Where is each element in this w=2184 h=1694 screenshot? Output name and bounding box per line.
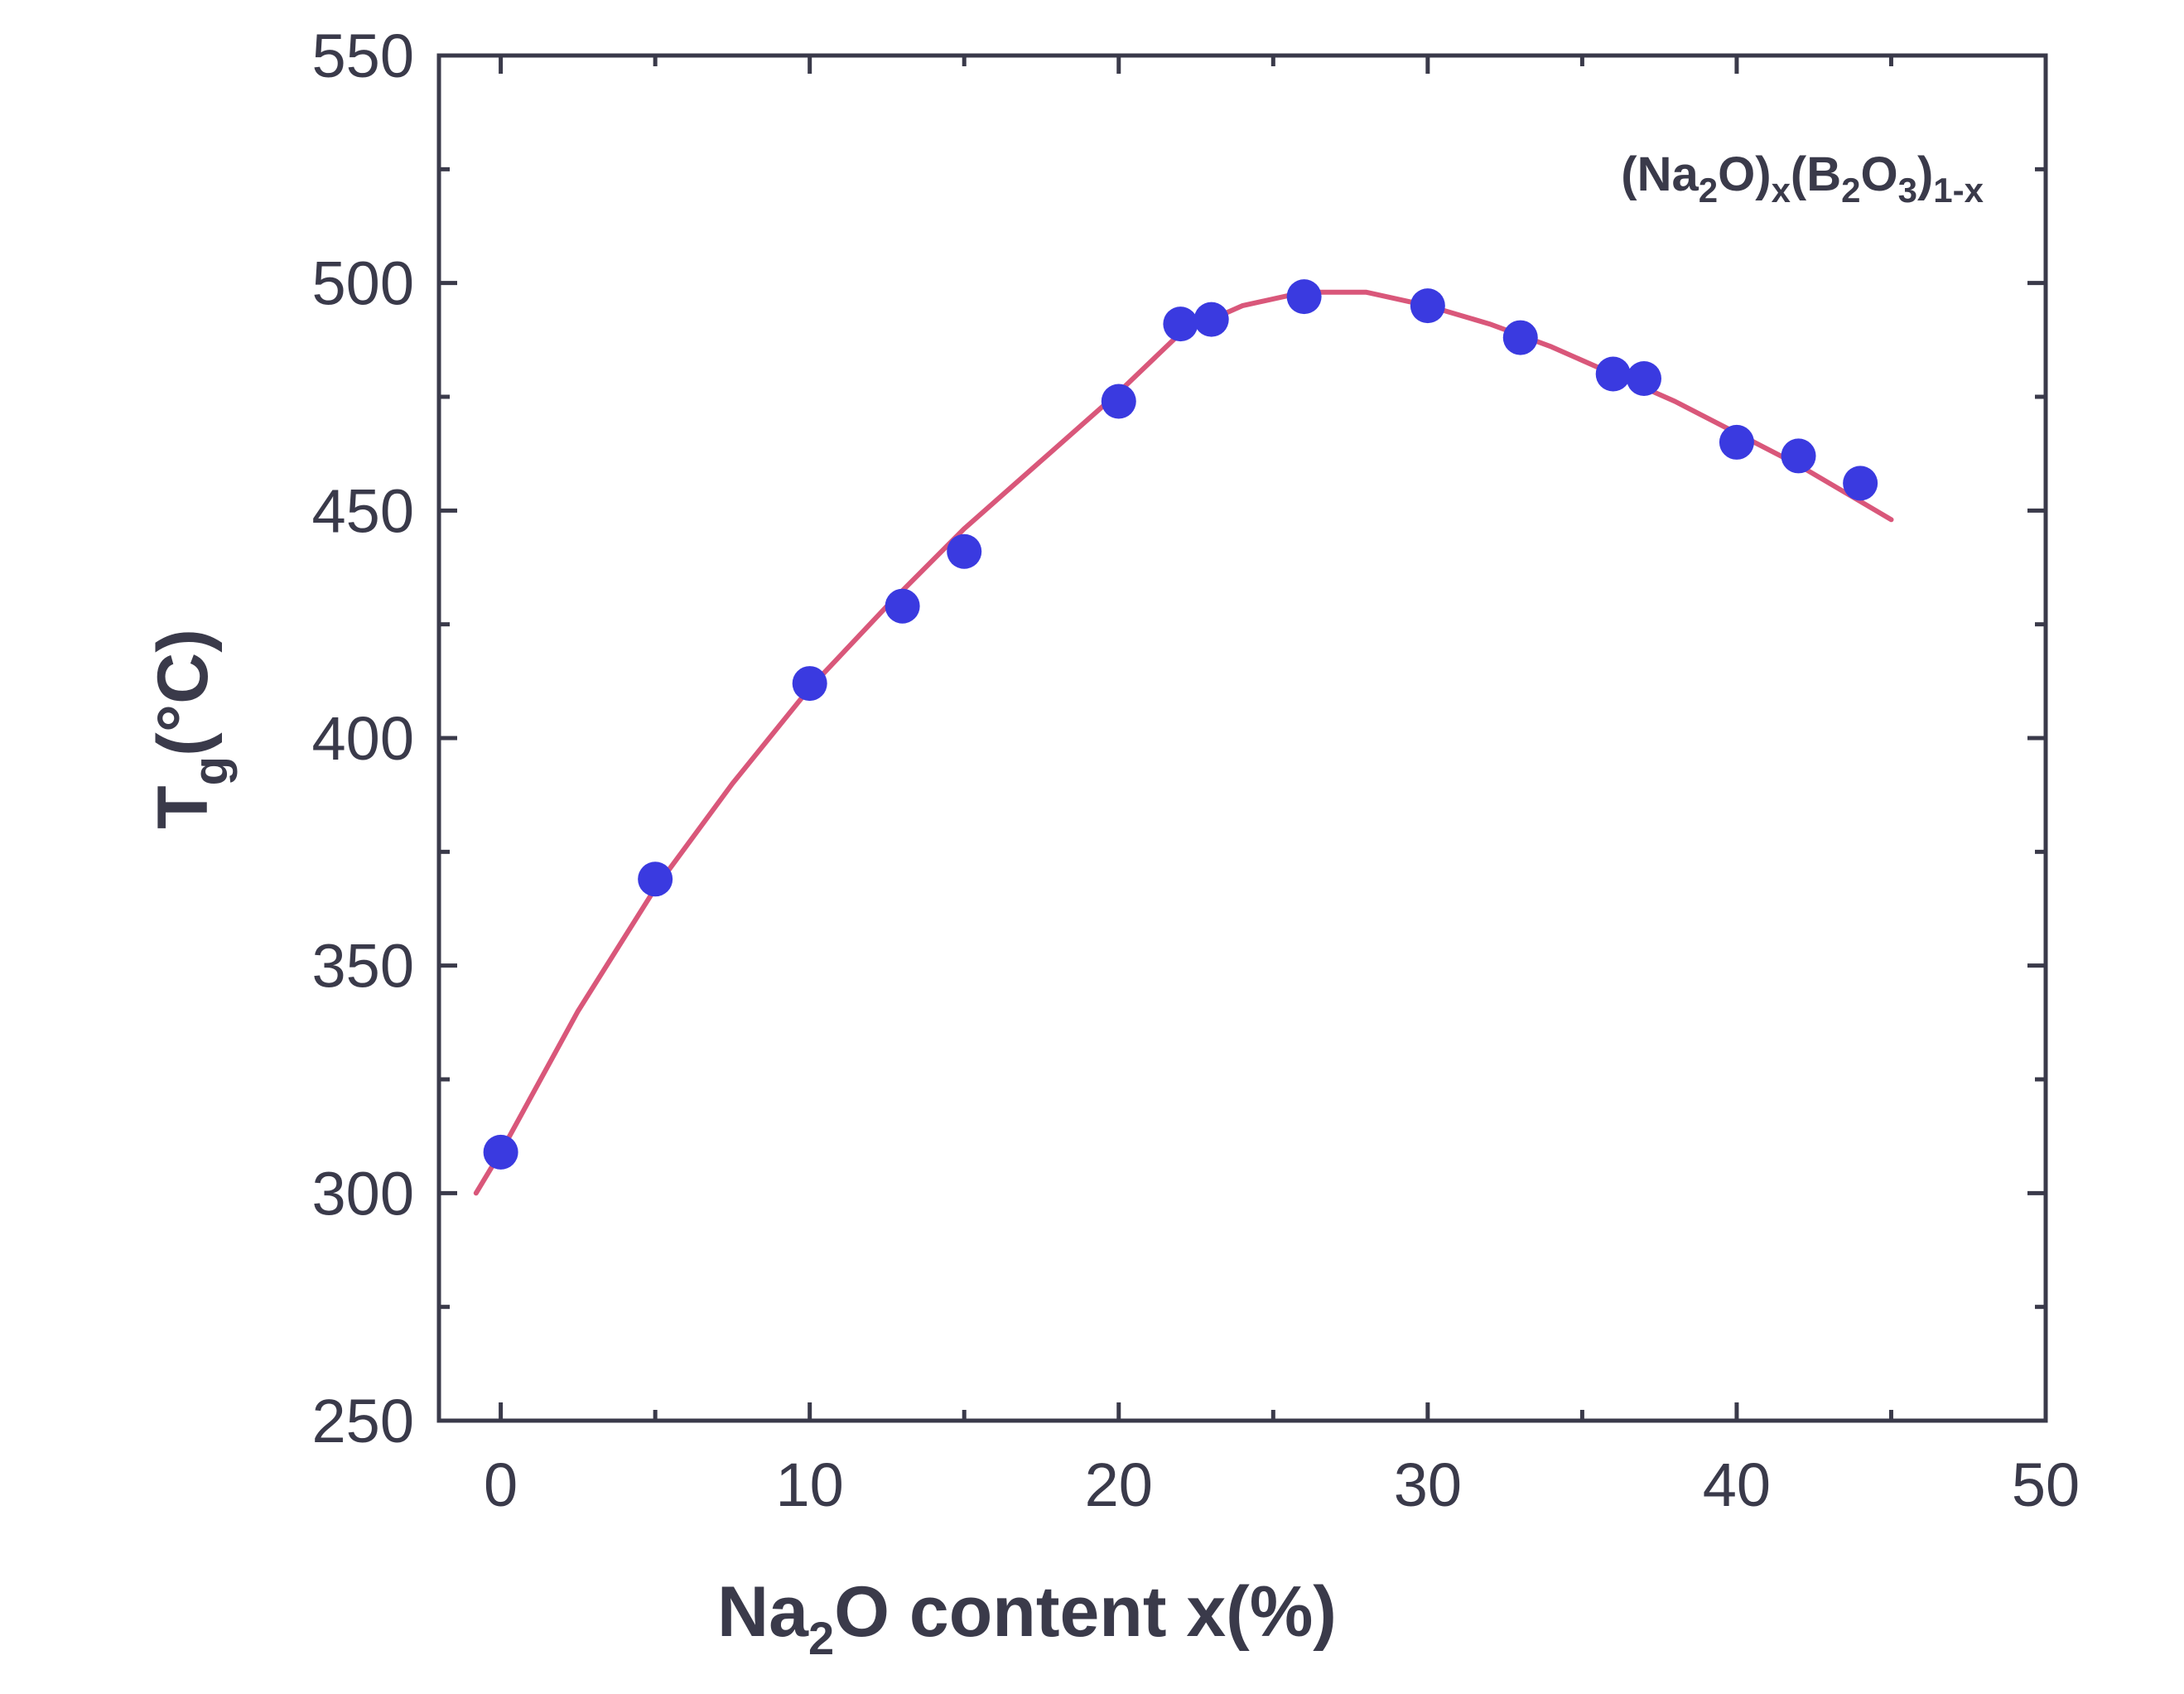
- data-point: [1843, 466, 1878, 501]
- data-point: [638, 861, 673, 897]
- annotation-p5: ): [1917, 147, 1933, 201]
- annotation-p4: O: [1860, 147, 1897, 201]
- data-point: [885, 588, 920, 624]
- y-tick-label: 450: [312, 476, 414, 545]
- data-point: [1502, 320, 1538, 355]
- plot-frame: [436, 53, 2048, 1423]
- data-point: [1163, 306, 1198, 342]
- fit-curve: [473, 289, 1894, 1196]
- x-tick-label: 50: [2012, 1450, 2080, 1519]
- annotation-s2: x: [1772, 171, 1791, 210]
- y-tick-label: 400: [312, 704, 414, 773]
- y-tick-label: 350: [312, 932, 414, 1001]
- x-tick-label: 40: [1703, 1450, 1771, 1519]
- data-point: [1595, 356, 1631, 392]
- data-point: [483, 1134, 518, 1170]
- annotation-s1: 2: [1699, 171, 1718, 210]
- annotation-p1: (Na: [1621, 147, 1699, 201]
- data-point: [1719, 424, 1754, 460]
- x-axis-title: Na2O content x(%): [717, 1572, 1337, 1664]
- formula-annotation: (Na2O)x(B2O3)1-x: [1621, 147, 1984, 210]
- y-tick-label: 250: [312, 1387, 414, 1455]
- x-tick-label: 20: [1085, 1450, 1153, 1519]
- points-layer: [483, 279, 1878, 1170]
- data-point: [1193, 302, 1229, 337]
- annotation-p3: (B: [1791, 147, 1841, 201]
- y-tick-label: 500: [312, 249, 414, 318]
- y-tick-label: 300: [312, 1159, 414, 1228]
- data-point: [1627, 361, 1661, 397]
- fit-layer: [473, 289, 1894, 1196]
- x-axis-title-sub: 2: [808, 1612, 834, 1664]
- x-tick-label: 0: [484, 1450, 518, 1519]
- data-point: [1286, 279, 1322, 315]
- annotation-p2: O): [1718, 147, 1771, 201]
- y-axis-title-sub: g: [184, 756, 238, 785]
- y-axis-title-pre: T: [143, 785, 223, 829]
- y-axis-title-post: (°C): [143, 629, 223, 756]
- x-axis-title-pre: Na: [717, 1572, 809, 1652]
- x-tick-label: 30: [1394, 1450, 1462, 1519]
- x-axis-title-post: O content x(%): [834, 1572, 1337, 1652]
- y-tick-label: 550: [312, 22, 414, 90]
- data-point: [1781, 438, 1816, 474]
- annotation-s5: 1-x: [1933, 171, 1984, 210]
- data-point: [1410, 288, 1445, 324]
- plot-area: [436, 53, 2048, 1423]
- ticks: [439, 53, 2048, 1423]
- annotation-s4: 3: [1898, 171, 1917, 210]
- data-point: [1101, 384, 1136, 419]
- annotation-s3: 2: [1841, 171, 1860, 210]
- x-tick-label: 10: [776, 1450, 844, 1519]
- labels: 0 10 20 30 40 50 250 300 350 400 450 500 550: [312, 22, 2080, 1519]
- data-point: [947, 533, 982, 569]
- y-axis-title: Tg(°C): [143, 629, 238, 829]
- data-point: [792, 666, 827, 702]
